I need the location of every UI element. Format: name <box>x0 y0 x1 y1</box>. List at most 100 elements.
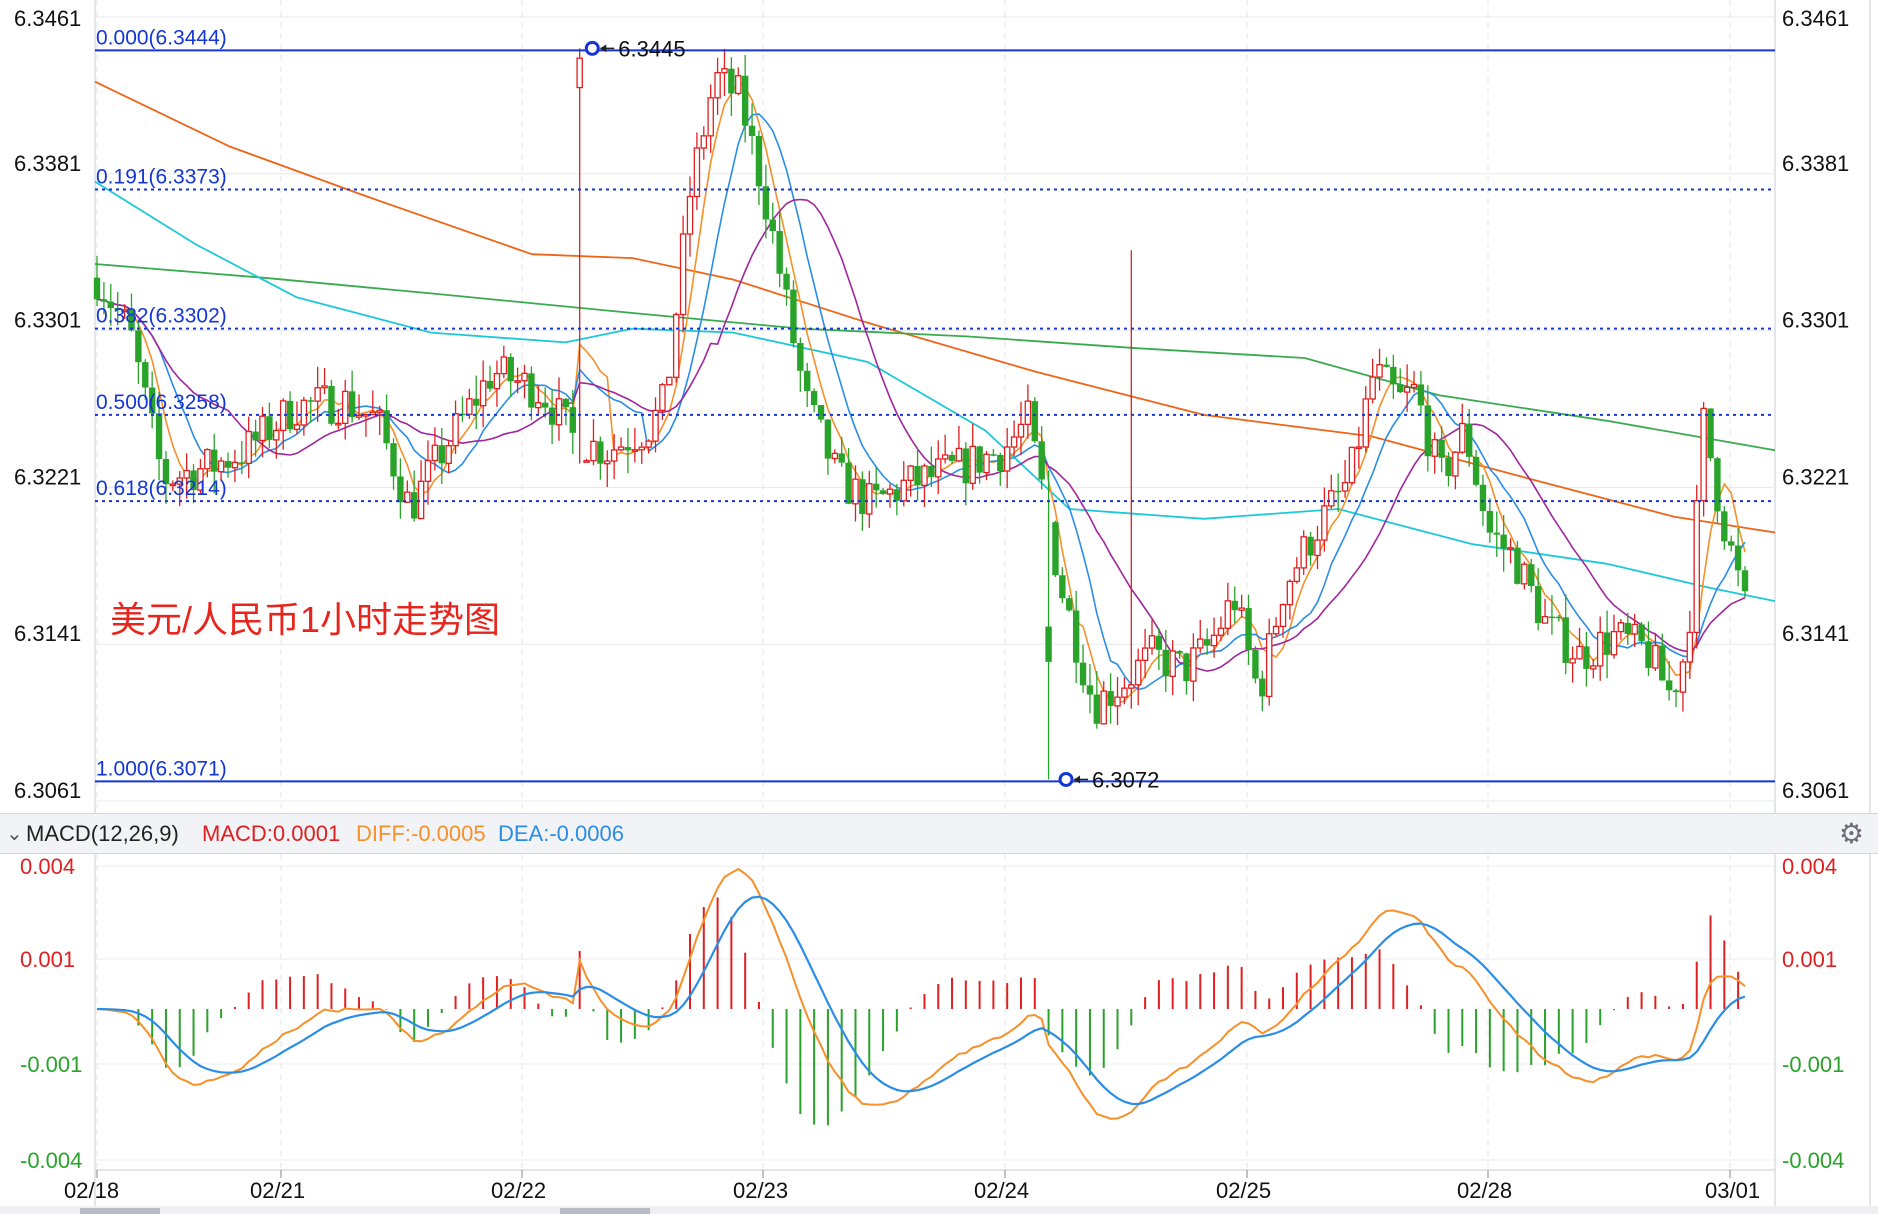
candle-body <box>707 97 714 137</box>
x-axis-label: 03/01 <box>1705 1178 1760 1203</box>
indicator-name: MACD(12,26,9) <box>26 821 179 846</box>
candle <box>410 470 418 522</box>
candle <box>548 389 556 445</box>
candle <box>114 291 121 326</box>
candle <box>259 406 266 458</box>
candle <box>142 359 149 400</box>
candle-body <box>300 399 308 426</box>
candle-body <box>1176 651 1183 654</box>
candle <box>328 380 335 426</box>
candle <box>376 405 383 436</box>
candle-body <box>1500 534 1507 549</box>
candle-body <box>1714 458 1721 512</box>
candle <box>1431 432 1438 474</box>
candle-body <box>1272 625 1280 635</box>
fib-level-label: 0.618(6.3214) <box>96 477 227 500</box>
candle <box>1541 598 1549 624</box>
candle <box>1403 364 1411 412</box>
candle <box>1500 515 1507 572</box>
candle <box>1645 621 1652 676</box>
candle <box>1314 525 1321 570</box>
candle-body <box>335 422 342 426</box>
candle <box>610 434 618 480</box>
candle <box>859 471 866 531</box>
candle-body <box>583 460 590 463</box>
candle <box>948 451 956 464</box>
gear-icon[interactable]: ⚙ <box>1838 818 1864 849</box>
candle <box>576 48 583 464</box>
chevron-down-icon[interactable]: ⌄ <box>6 823 23 845</box>
candle <box>700 126 708 160</box>
price-chart[interactable]: 6.3461 6.3461 6.3381 6.3381 6.3301 6.3301 6.32… <box>0 0 1878 813</box>
candle <box>1086 664 1094 714</box>
candle <box>1721 506 1728 550</box>
candle-body <box>590 440 597 462</box>
candle <box>1362 386 1370 453</box>
scrollbar-thumb <box>80 1208 160 1214</box>
candle-body <box>424 459 432 482</box>
candle <box>135 319 142 384</box>
macd-chart[interactable]: 0.004 0.004 0.001 0.001 -0.001 -0.001 -0.004 -0… <box>0 854 1878 1214</box>
candle-body <box>397 476 404 503</box>
candle-body <box>1438 439 1445 458</box>
candle <box>555 377 563 441</box>
candle-body <box>204 448 211 470</box>
candle-body <box>576 57 583 89</box>
candle-body <box>1066 598 1073 611</box>
candle <box>1390 354 1397 399</box>
fib-level-label: 0.191(6.3373) <box>96 165 227 188</box>
candle-body <box>1190 647 1197 682</box>
candle-body <box>1010 436 1018 448</box>
extreme-marker-label: 6.3072 <box>1092 767 1159 792</box>
candle-body <box>769 219 776 232</box>
candle-body <box>135 330 142 363</box>
candle-body <box>1031 401 1038 442</box>
price-tick-left: 6.3141 <box>14 621 81 646</box>
candle-body <box>1300 536 1307 569</box>
candle-body <box>1707 408 1714 459</box>
candle <box>1583 631 1590 687</box>
candle <box>1486 498 1494 543</box>
candle-body <box>1693 499 1700 634</box>
candle-body <box>1465 423 1473 457</box>
candle-body <box>941 454 949 460</box>
candle <box>693 132 701 210</box>
candle <box>631 427 639 463</box>
candle-body <box>1045 626 1052 662</box>
candle <box>1162 629 1169 692</box>
candle-body <box>1617 622 1625 633</box>
candle <box>1265 618 1273 706</box>
candle <box>369 390 377 416</box>
candle-body <box>755 136 763 187</box>
macd-tick-right: 0.001 <box>1782 947 1837 972</box>
candle <box>1631 613 1638 647</box>
candle <box>1238 594 1245 618</box>
candle-body <box>838 453 845 463</box>
candle <box>1507 538 1514 564</box>
candle <box>1707 408 1714 462</box>
candle <box>666 376 673 386</box>
candle <box>1141 628 1149 679</box>
candle <box>1245 594 1252 665</box>
candle <box>1617 619 1625 640</box>
candle-body <box>1659 645 1666 681</box>
candle-body <box>1486 510 1494 533</box>
candle <box>1514 540 1521 585</box>
candle <box>293 401 301 435</box>
macd-indicator-bar: ⌄ MACD(12,26,9) MACD:0.0001 DIFF:-0.0005… <box>0 813 1878 854</box>
candle-body <box>1017 423 1025 438</box>
price-tick-right: 6.3141 <box>1782 621 1849 646</box>
candle-body <box>1507 547 1514 550</box>
candle-body <box>1548 616 1556 619</box>
candle-body <box>341 390 349 424</box>
candle <box>1652 632 1659 671</box>
candle <box>431 427 439 471</box>
candle-body <box>1610 630 1618 656</box>
candle <box>1555 615 1563 622</box>
candle <box>1445 452 1452 487</box>
dea-value: DEA:-0.0006 <box>498 821 624 846</box>
candle <box>1017 401 1025 456</box>
macd-tick-left: -0.004 <box>20 1148 82 1173</box>
candle <box>597 436 604 480</box>
candle <box>1569 646 1576 683</box>
